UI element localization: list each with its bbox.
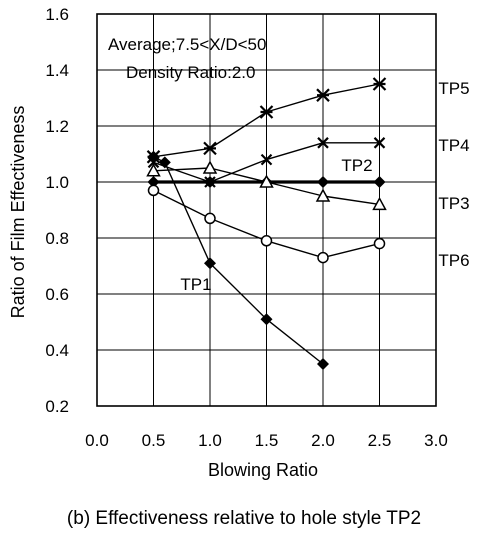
series-tp1	[147, 150, 329, 370]
x-tick-label: 0.5	[142, 431, 166, 450]
data-point-tp3-3	[315, 188, 331, 202]
data-point-tp1-1	[158, 156, 171, 169]
x-tick-label: 1.5	[255, 431, 279, 450]
data-point-tp6-2	[260, 235, 273, 247]
data-point-tp4-2	[260, 153, 273, 166]
data-point-tp1-0	[147, 150, 160, 163]
series-label-tp2: TP2	[341, 156, 372, 175]
data-point-tp6-3	[317, 251, 329, 264]
y-tick-label: 0.8	[45, 229, 69, 248]
annotation-density: Density Ratio:2.0	[126, 63, 255, 82]
series-label-tp3: TP3	[438, 194, 469, 213]
figure-caption: (b) Effectiveness relative to hole style…	[67, 508, 421, 529]
y-tick-label: 1.2	[45, 117, 69, 136]
data-point-tp5-3	[316, 88, 330, 102]
data-point-tp6-0	[147, 184, 160, 197]
y-axis-label: Ratio of Film Effectiveness	[8, 106, 28, 319]
series-tp3	[146, 160, 387, 211]
data-point-tp2-0	[147, 176, 160, 188]
y-tick-label: 1.0	[45, 173, 69, 192]
annotation-average: Average;7.5<X/D<50	[108, 35, 266, 54]
y-tick-label: 0.6	[45, 285, 69, 304]
series-label-tp1: TP1	[180, 275, 211, 294]
x-tick-label: 1.0	[198, 431, 222, 450]
series-labels: TP5 TP4 TP2 TP3 TP6 TP1	[180, 79, 469, 294]
y-tick-label: 1.4	[45, 61, 69, 80]
x-tick-label: 2.5	[368, 431, 392, 450]
data-point-tp2-4	[373, 176, 386, 188]
series-label-tp6: TP6	[438, 251, 469, 270]
data-point-tp6-4	[373, 237, 386, 250]
data-point-tp2-1	[204, 176, 216, 188]
data-point-tp3-4	[372, 196, 387, 211]
x-axis-label: Blowing Ratio	[208, 460, 318, 480]
data-point-tp1-4	[317, 358, 329, 370]
data-point-tp5-1	[203, 141, 217, 156]
data-point-tp3-1	[202, 160, 218, 174]
data-point-tp5-2	[259, 105, 274, 119]
data-point-tp2-3	[317, 176, 329, 188]
x-tick-label: 0.0	[85, 431, 109, 450]
data-point-tp4-3	[317, 137, 329, 149]
data-point-tp4-4	[373, 137, 386, 149]
data-point-tp1-2	[204, 257, 216, 270]
series-label-tp4: TP4	[438, 136, 469, 155]
plot-frame	[96, 13, 437, 407]
data-point-tp3-2	[259, 174, 274, 188]
x-tick-label: 2.0	[311, 431, 335, 450]
series-label-tp5: TP5	[438, 79, 469, 98]
y-tick-label: 1.6	[45, 5, 69, 24]
y-tick-label: 0.4	[45, 341, 69, 360]
series-line-tp1	[153, 156, 324, 365]
y-tick-label: 0.2	[45, 397, 69, 416]
data-point-tp3-0	[146, 163, 161, 177]
data-point-tp5-4	[372, 77, 387, 91]
data-point-tp6-1	[204, 212, 216, 225]
series-group	[146, 77, 387, 370]
series-tp6	[147, 184, 386, 264]
x-tick-labels: 0.0 0.5 1.0 1.5 2.0 2.5 3.0	[85, 431, 448, 450]
y-tick-labels: 0.2 0.4 0.6 0.8 1.0 1.2 1.4 1.6	[45, 5, 69, 416]
data-point-tp1-3	[260, 313, 273, 326]
x-tick-label: 3.0	[424, 431, 448, 450]
